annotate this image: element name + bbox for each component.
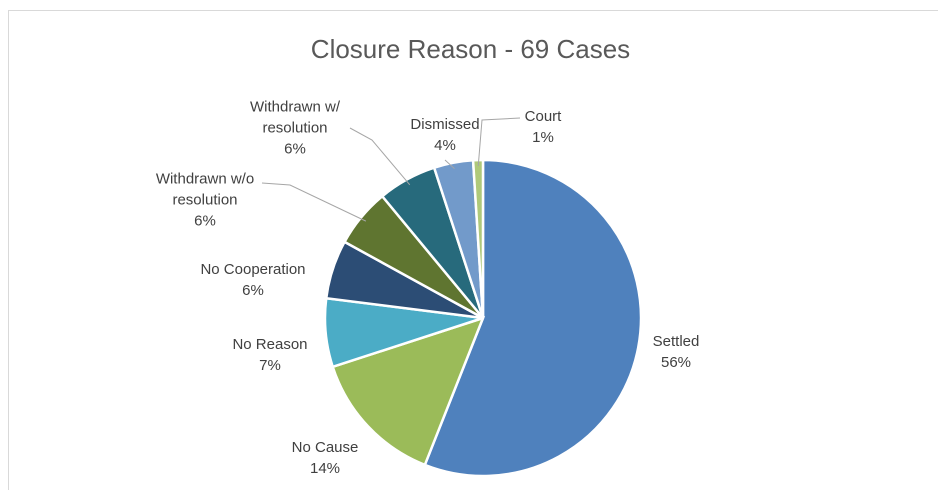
- data-label: No Reason 7%: [220, 334, 320, 376]
- category-label: No Cooperation: [200, 261, 306, 278]
- category-label: No Reason: [232, 336, 308, 353]
- leader-line: [261, 182, 367, 222]
- value-label: 6%: [242, 282, 264, 299]
- value-label: 1%: [532, 129, 554, 146]
- data-label: Settled 56%: [626, 331, 726, 373]
- value-label: 6%: [194, 212, 216, 230]
- chart-title: Closure Reason - 69 Cases: [310, 34, 631, 64]
- value-label: 7%: [259, 357, 281, 374]
- category-label: Withdrawn w/o resolution: [155, 170, 255, 209]
- data-label: Court 1%: [503, 106, 583, 148]
- category-label: Court: [524, 108, 562, 125]
- data-label: No Cause 14%: [275, 437, 375, 479]
- category-label: Settled: [652, 333, 700, 350]
- pie-slice: [471, 158, 485, 319]
- pie-slice: [423, 158, 643, 478]
- data-label: Dismissed 4%: [395, 114, 495, 156]
- data-label: Withdrawn w/ resolution 6%: [235, 97, 355, 160]
- leader-line: [444, 159, 455, 170]
- value-label: 14%: [309, 460, 341, 477]
- value-label: 56%: [660, 354, 692, 371]
- value-label: 4%: [434, 137, 456, 154]
- category-label: Dismissed: [410, 116, 480, 133]
- data-label: No Cooperation 6%: [178, 259, 328, 301]
- chart-frame: [8, 10, 938, 490]
- leader-line: [349, 127, 411, 186]
- category-label: Withdrawn w/ resolution: [249, 98, 341, 137]
- category-label: No Cause: [291, 439, 359, 456]
- data-label: Withdrawn w/o resolution 6%: [143, 169, 268, 232]
- leader-line: [477, 117, 521, 167]
- value-label: 6%: [284, 140, 306, 158]
